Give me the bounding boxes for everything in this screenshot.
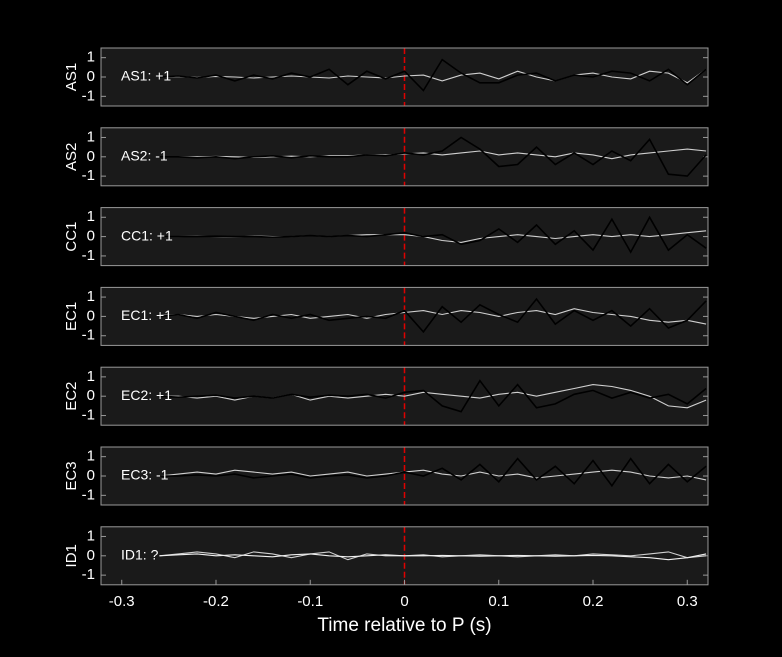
y-tick-label: 0: [87, 228, 95, 245]
axes-frame: [100, 127, 709, 187]
x-tick-label: 0.2: [583, 593, 604, 610]
y-tick-label: 0: [87, 68, 95, 85]
trace: [159, 297, 707, 334]
annotation: EC3: -1: [121, 467, 169, 483]
trace: [159, 68, 707, 84]
annotation: CC1: +1: [121, 227, 173, 243]
x-tick-label: -0.2: [203, 593, 229, 610]
annotation: AS2: -1: [121, 148, 168, 164]
y-tick-label: -1: [82, 327, 95, 344]
x-tick-label: 0: [400, 593, 408, 610]
y-tick-label: 0: [87, 148, 95, 165]
axes-frame: [100, 286, 709, 346]
x-tick-label: 0.1: [488, 593, 509, 610]
y-tick-label: 1: [87, 288, 95, 305]
y-tick-label: 0: [87, 307, 95, 324]
trace: [159, 58, 707, 92]
annotation: AS1: +1: [121, 68, 171, 84]
y-tick-label: -1: [82, 247, 95, 264]
axes-frame: [100, 366, 709, 426]
y-tick-label: 0: [87, 387, 95, 404]
y-tick-label: -1: [82, 486, 95, 503]
y-tick-label: 0: [87, 467, 95, 484]
x-tick-label: -0.3: [109, 593, 135, 610]
y-axis-label: EC2: [63, 382, 80, 411]
axes-frame: [100, 47, 709, 107]
y-tick-label: 1: [87, 368, 95, 385]
annotation: EC1: +1: [121, 307, 172, 323]
y-tick-label: 0: [87, 547, 95, 564]
x-axis-label: Time relative to P (s): [317, 615, 491, 636]
y-axis-label: AS1: [63, 63, 80, 91]
x-tick-label: -0.1: [297, 593, 323, 610]
y-tick-label: 1: [87, 208, 95, 225]
trace: [159, 553, 707, 561]
y-tick-label: -1: [82, 407, 95, 424]
y-tick-label: 1: [87, 49, 95, 66]
y-tick-label: 1: [87, 527, 95, 544]
y-tick-label: 1: [87, 448, 95, 465]
y-tick-label: 1: [87, 128, 95, 145]
trace: [159, 379, 707, 413]
annotation: EC2: +1: [121, 387, 172, 403]
x-tick-label: 0.3: [677, 593, 698, 610]
y-axis-label: EC3: [63, 461, 80, 490]
trace: [159, 136, 707, 177]
y-axis-label: EC1: [63, 302, 80, 331]
y-axis-label: CC1: [63, 222, 80, 252]
annotation: ID1: ?: [121, 547, 159, 563]
axes-frame: [100, 207, 709, 267]
axes-frame: [100, 526, 709, 586]
trace: [159, 457, 707, 488]
y-axis-label: AS2: [63, 143, 80, 171]
axes-frame: [100, 446, 709, 506]
y-tick-label: -1: [82, 87, 95, 104]
trace: [159, 308, 707, 325]
y-tick-label: -1: [82, 167, 95, 184]
trace: [159, 215, 707, 254]
y-axis-label: ID1: [63, 544, 80, 567]
y-tick-label: -1: [82, 566, 95, 583]
